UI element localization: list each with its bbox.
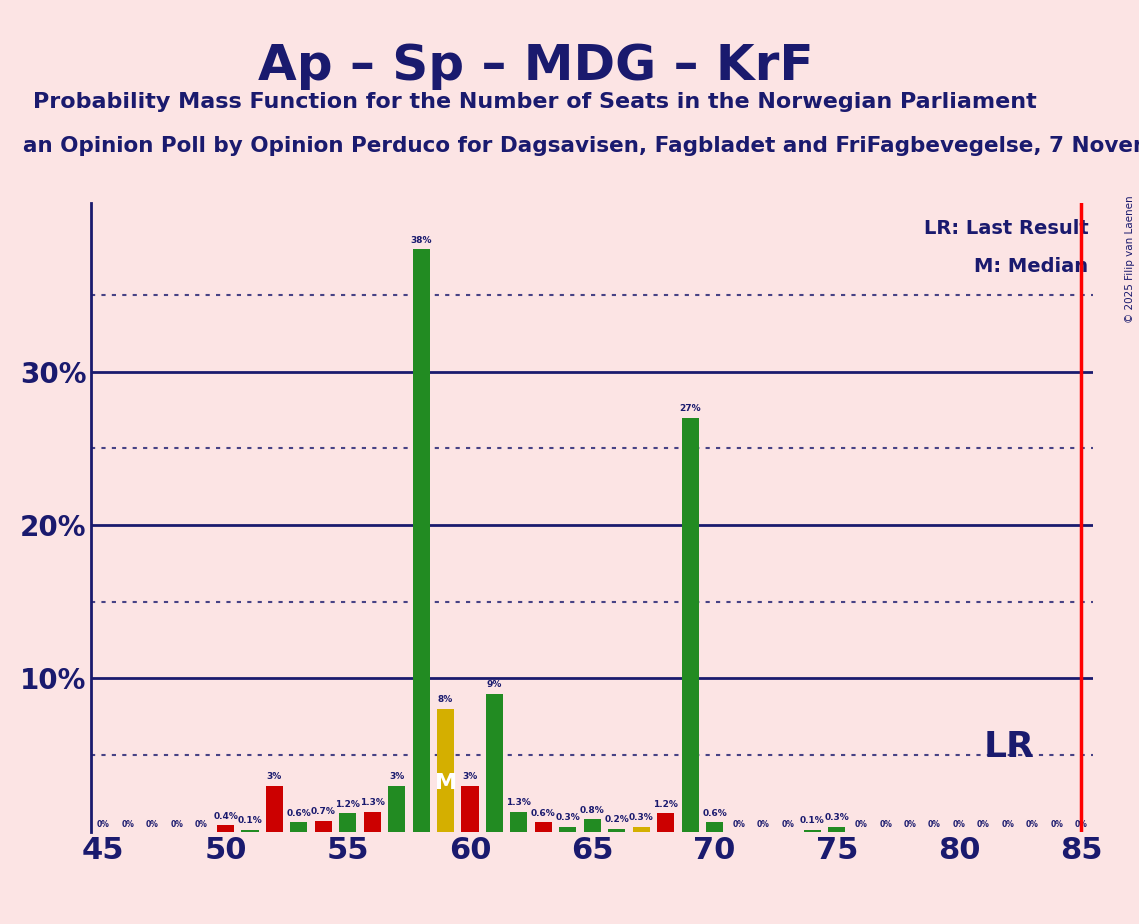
Bar xyxy=(314,821,331,832)
Text: 27%: 27% xyxy=(679,404,700,413)
Text: 0%: 0% xyxy=(952,821,966,830)
Text: 1.3%: 1.3% xyxy=(507,798,532,807)
Text: 0.3%: 0.3% xyxy=(825,813,849,822)
Text: an Opinion Poll by Opinion Perduco for Dagsavisen, Fagbladet and FriFagbevegelse: an Opinion Poll by Opinion Perduco for D… xyxy=(23,136,1139,156)
Bar xyxy=(632,827,649,832)
Text: 0.7%: 0.7% xyxy=(311,808,336,816)
Text: LR: LR xyxy=(983,730,1034,764)
Text: 0.2%: 0.2% xyxy=(605,815,629,824)
Text: 0.6%: 0.6% xyxy=(702,808,727,818)
Bar xyxy=(290,822,308,832)
Text: 1.2%: 1.2% xyxy=(335,799,360,808)
Bar xyxy=(486,694,503,832)
Text: 0%: 0% xyxy=(903,821,917,830)
Text: 0%: 0% xyxy=(732,821,745,830)
Bar xyxy=(681,418,698,832)
Bar xyxy=(461,785,478,832)
Text: 8%: 8% xyxy=(439,696,453,704)
Bar xyxy=(804,830,821,832)
Bar xyxy=(706,822,723,832)
Text: 0%: 0% xyxy=(1075,821,1088,830)
Text: LR: Last Result: LR: Last Result xyxy=(924,219,1089,238)
Text: 0%: 0% xyxy=(928,821,941,830)
Text: 0%: 0% xyxy=(195,821,207,830)
Bar xyxy=(657,813,674,832)
Bar xyxy=(535,822,552,832)
Text: 0%: 0% xyxy=(1001,821,1015,830)
Bar xyxy=(412,249,429,832)
Bar xyxy=(583,820,601,832)
Text: 0.4%: 0.4% xyxy=(213,812,238,821)
Bar xyxy=(363,811,380,832)
Text: 0.6%: 0.6% xyxy=(287,808,311,818)
Text: M: Median: M: Median xyxy=(974,257,1089,275)
Text: 0%: 0% xyxy=(854,821,868,830)
Text: 0%: 0% xyxy=(170,821,183,830)
Text: 1.2%: 1.2% xyxy=(653,799,678,808)
Bar xyxy=(218,825,235,832)
Text: 38%: 38% xyxy=(410,236,432,245)
Text: 9%: 9% xyxy=(486,680,502,689)
Text: 0%: 0% xyxy=(879,821,892,830)
Text: 0.1%: 0.1% xyxy=(238,817,262,825)
Bar xyxy=(559,827,576,832)
Bar xyxy=(437,709,454,832)
Text: 0.8%: 0.8% xyxy=(580,806,605,815)
Text: 0%: 0% xyxy=(1050,821,1063,830)
Bar xyxy=(388,785,405,832)
Text: 1.3%: 1.3% xyxy=(360,798,385,807)
Bar xyxy=(608,829,625,832)
Bar xyxy=(339,813,357,832)
Text: 0%: 0% xyxy=(146,821,158,830)
Text: 3%: 3% xyxy=(267,772,282,781)
Text: 0.1%: 0.1% xyxy=(800,817,825,825)
Bar xyxy=(510,811,527,832)
Text: 0%: 0% xyxy=(977,821,990,830)
Text: Probability Mass Function for the Number of Seats in the Norwegian Parliament: Probability Mass Function for the Number… xyxy=(33,92,1038,113)
Text: Ap – Sp – MDG – KrF: Ap – Sp – MDG – KrF xyxy=(257,42,813,90)
Bar xyxy=(828,827,845,832)
Bar xyxy=(241,830,259,832)
Text: 0.3%: 0.3% xyxy=(556,813,580,822)
Text: 3%: 3% xyxy=(390,772,404,781)
Bar xyxy=(265,785,282,832)
Text: 0%: 0% xyxy=(1026,821,1039,830)
Text: © 2025 Filip van Laenen: © 2025 Filip van Laenen xyxy=(1125,195,1134,322)
Text: 0%: 0% xyxy=(781,821,794,830)
Text: 0.3%: 0.3% xyxy=(629,813,654,822)
Text: 3%: 3% xyxy=(462,772,477,781)
Text: 0%: 0% xyxy=(122,821,134,830)
Text: 0%: 0% xyxy=(757,821,770,830)
Text: 0.6%: 0.6% xyxy=(531,808,556,818)
Text: 0%: 0% xyxy=(97,821,109,830)
Text: M: M xyxy=(435,773,457,794)
